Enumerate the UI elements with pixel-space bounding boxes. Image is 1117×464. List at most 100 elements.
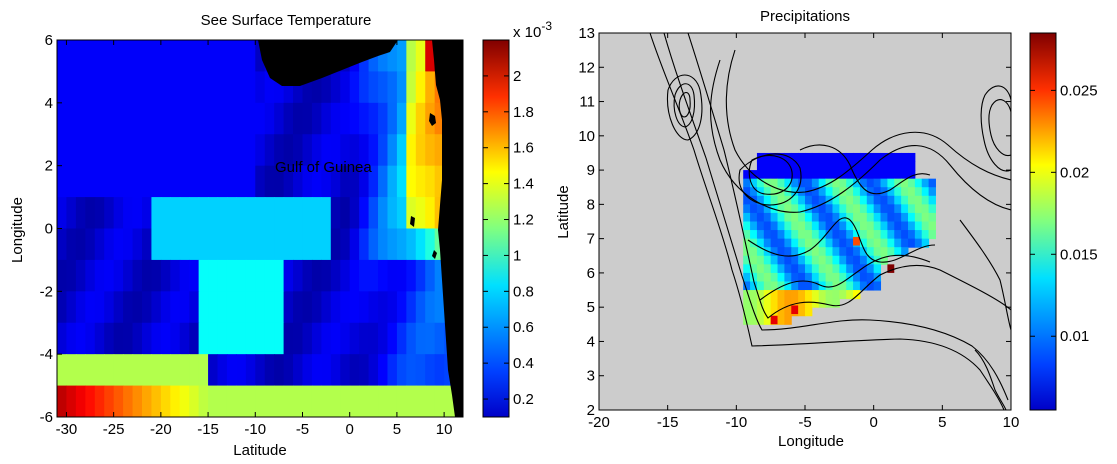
precip-cell bbox=[743, 238, 751, 248]
sst-cell bbox=[85, 385, 96, 417]
sst-cell bbox=[208, 354, 219, 387]
precip-cell bbox=[791, 298, 799, 308]
sst-cell bbox=[415, 134, 426, 167]
precip-cell bbox=[770, 290, 779, 300]
sst-cell bbox=[245, 197, 256, 230]
precip-cell bbox=[908, 178, 916, 188]
sst-cell bbox=[236, 134, 247, 167]
sst-cell bbox=[66, 134, 77, 167]
sst-cell bbox=[75, 259, 86, 292]
sst-cell bbox=[396, 197, 407, 230]
sst-cell bbox=[141, 134, 153, 167]
precip-cell bbox=[811, 221, 820, 231]
precip-cell bbox=[791, 264, 799, 274]
contour-3 bbox=[687, 33, 1011, 319]
precip-cell bbox=[846, 230, 854, 240]
precip-cell bbox=[798, 238, 806, 248]
sst-cell bbox=[132, 71, 143, 104]
precip-cell bbox=[853, 161, 861, 171]
precip-cell bbox=[846, 170, 854, 180]
precip-cell bbox=[832, 178, 840, 188]
precip-cell bbox=[914, 230, 923, 240]
sst-cell bbox=[179, 228, 190, 261]
sst-cell bbox=[378, 322, 389, 355]
precip-cell bbox=[839, 195, 847, 205]
sst-cell bbox=[236, 354, 247, 387]
sst-cell bbox=[198, 165, 209, 198]
sst-cell bbox=[396, 259, 407, 292]
sst-cell bbox=[311, 354, 322, 387]
sst-cell bbox=[311, 228, 322, 261]
sst-cell bbox=[387, 102, 398, 135]
sst-cell bbox=[170, 197, 181, 230]
precip-cell bbox=[928, 212, 936, 222]
sst-cell bbox=[198, 134, 209, 167]
precip-ylabel: Latitude bbox=[555, 185, 572, 238]
precip-cell bbox=[818, 195, 827, 205]
sst-cell bbox=[104, 259, 115, 292]
precip-cell bbox=[901, 204, 909, 214]
sst-cell bbox=[113, 259, 124, 292]
precip-cell bbox=[798, 298, 806, 308]
sst-cell bbox=[245, 354, 256, 387]
sst-cell bbox=[179, 102, 190, 135]
precip-cell bbox=[873, 152, 882, 163]
precip-cell bbox=[887, 170, 895, 180]
sst-cell bbox=[151, 322, 162, 355]
sst-cell bbox=[274, 385, 285, 417]
contour-west-hill-b bbox=[673, 83, 696, 128]
precip-xtick-label: 0 bbox=[869, 414, 877, 431]
sst-cell bbox=[236, 228, 247, 261]
precip-cell bbox=[777, 170, 785, 180]
precip-cell bbox=[770, 315, 778, 325]
precip-cell bbox=[805, 170, 813, 180]
precip-xtick-label: -20 bbox=[588, 414, 610, 431]
precip-cell bbox=[811, 298, 820, 308]
precip-cell bbox=[770, 307, 779, 317]
precip-cell bbox=[880, 212, 888, 222]
sst-cell bbox=[321, 71, 332, 104]
sst-cell bbox=[264, 291, 275, 324]
precip-cell bbox=[853, 170, 861, 180]
sst-cell bbox=[151, 165, 162, 198]
sst-cell bbox=[170, 40, 181, 73]
sst-cell bbox=[75, 165, 86, 198]
precip-cell bbox=[853, 290, 861, 300]
contour-hill-ring-2 bbox=[748, 155, 793, 195]
sst-cell bbox=[425, 259, 436, 292]
sst-cell bbox=[208, 259, 219, 292]
sst-cell bbox=[85, 291, 96, 324]
sst-cell bbox=[75, 134, 86, 167]
sst-cell bbox=[160, 102, 171, 135]
precip-cb-tick-label: 0.025 bbox=[1060, 82, 1098, 99]
sst-cell bbox=[340, 102, 351, 135]
precip-ytick-label: 3 bbox=[587, 368, 595, 385]
bioko-island bbox=[429, 113, 436, 126]
sst-cell bbox=[94, 40, 105, 73]
precip-cell bbox=[743, 178, 751, 188]
sst-cell bbox=[387, 291, 398, 324]
precip-cell bbox=[777, 255, 785, 265]
sst-cell bbox=[151, 102, 162, 135]
precip-cell bbox=[777, 281, 785, 291]
precip-cell bbox=[859, 221, 868, 231]
sst-cell bbox=[66, 197, 77, 230]
sst-cell bbox=[415, 197, 426, 230]
precip-cell bbox=[839, 281, 847, 291]
sst-heatmap bbox=[57, 40, 463, 417]
precip-cell bbox=[791, 204, 799, 214]
sst-cell bbox=[151, 354, 162, 387]
islet-1 bbox=[410, 216, 415, 227]
sst-cell bbox=[189, 385, 200, 417]
sst-xtick-label: -25 bbox=[103, 421, 125, 438]
sst-land-mask bbox=[258, 40, 463, 417]
precip-cell bbox=[928, 204, 936, 214]
sst-cell bbox=[151, 71, 162, 104]
sst-cell bbox=[85, 165, 96, 198]
sst-cb-tick-label: 1.6 bbox=[513, 140, 534, 157]
precip-cell bbox=[853, 178, 861, 188]
precip-cell bbox=[791, 170, 799, 180]
sst-cb-tick-label: 1 bbox=[513, 247, 521, 264]
sst-cell bbox=[245, 259, 256, 292]
sst-cell bbox=[85, 197, 96, 230]
